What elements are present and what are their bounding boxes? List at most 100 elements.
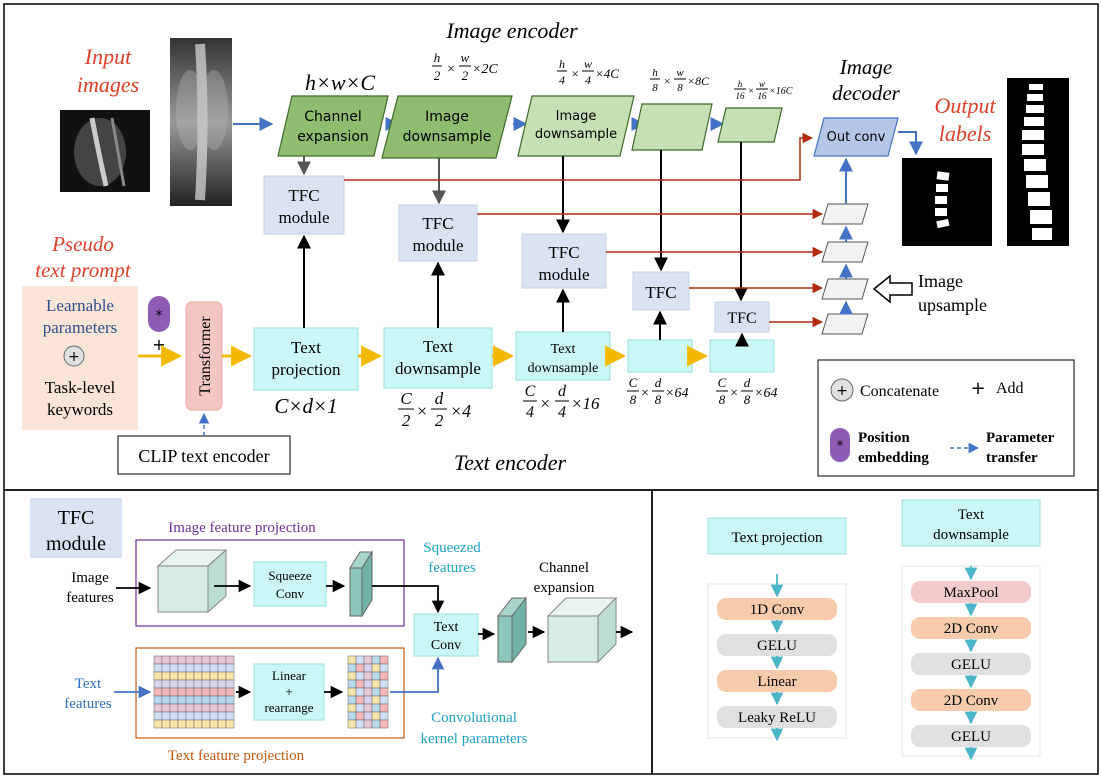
image-feature-cube	[156, 548, 228, 614]
svg-text:+: +	[836, 383, 848, 399]
image-feature-projection-label: Image feature projection	[168, 520, 316, 536]
detail-panel-border	[651, 489, 1099, 775]
text-feature-grid	[153, 655, 235, 729]
svg-text:4: 4	[585, 73, 591, 87]
svg-text:downsample: downsample	[528, 361, 599, 376]
transformer-label: Transformer	[197, 316, 214, 396]
svg-text:2: 2	[402, 411, 411, 430]
image-downsample-1-label-1: Image	[425, 109, 469, 125]
svg-text:TFC: TFC	[58, 507, 95, 529]
svg-text:module: module	[279, 208, 330, 227]
image-encoder-title: Image encoder	[445, 18, 578, 43]
layer-label: MaxPool	[943, 585, 998, 601]
dim-sixteenth: h 16 × w 16 ×16C	[734, 79, 793, 101]
kernel-parameter-grid	[347, 655, 389, 729]
svg-text:d: d	[435, 389, 444, 408]
image-downsample-2-label-2: downsample	[535, 127, 617, 142]
layer-label: GELU	[757, 638, 797, 654]
upsample-blocks	[821, 203, 869, 335]
svg-text:×: ×	[729, 386, 738, 401]
svg-text:Squeezed: Squeezed	[423, 540, 481, 556]
svg-text:d: d	[655, 375, 662, 390]
image-upsample-arrow-icon	[872, 274, 913, 304]
image-downsample-block-2	[517, 95, 635, 157]
svg-text:×64: ×64	[665, 386, 688, 401]
svg-text:h: h	[559, 57, 565, 71]
out-conv-block	[813, 117, 899, 157]
tfc-panel-title-box	[30, 498, 122, 558]
detail-text-projection-header	[707, 517, 847, 555]
svg-text:×8C: ×8C	[687, 74, 710, 88]
legend-position-icon	[830, 428, 850, 462]
text-projection-block	[253, 327, 359, 391]
image-feature-projection-box	[135, 539, 405, 627]
svg-text:16: 16	[736, 91, 746, 101]
svg-text:×: ×	[571, 66, 580, 81]
svg-text:C: C	[400, 389, 412, 408]
svg-text:TFC: TFC	[727, 310, 756, 327]
image-downsample-1-label-2: downsample	[403, 129, 492, 145]
svg-text:8: 8	[655, 392, 662, 407]
svg-text:4: 4	[558, 404, 566, 421]
svg-text:Text: Text	[75, 676, 102, 692]
svg-text:+: +	[152, 335, 165, 354]
input-image-xray	[170, 38, 232, 206]
svg-text:4: 4	[526, 404, 534, 421]
svg-text:Conv: Conv	[431, 638, 461, 653]
svg-text:h: h	[738, 79, 743, 89]
svg-text:module: module	[46, 533, 106, 555]
svg-text:×: ×	[663, 74, 671, 88]
svg-text:×64: ×64	[754, 386, 777, 401]
image-downsample-block-1	[381, 95, 513, 159]
svg-text:Linear: Linear	[272, 668, 307, 683]
concat-icon	[63, 345, 85, 367]
svg-text:2: 2	[462, 68, 469, 83]
text-encoder-title: Text encoder	[454, 450, 567, 475]
svg-text:TFC: TFC	[645, 283, 676, 302]
svg-text:keywords: keywords	[47, 400, 113, 419]
svg-text:h: h	[434, 50, 441, 65]
svg-text:×16: ×16	[571, 394, 600, 413]
svg-text:+: +	[68, 349, 80, 365]
layer-gelu	[911, 725, 1031, 747]
dim-eighth: h 8 × w 8 ×8C	[650, 67, 710, 94]
text-block-16	[709, 339, 775, 373]
svg-text:Text projection: Text projection	[731, 530, 823, 546]
dim-cd1: C×d×1	[274, 394, 337, 418]
svg-text:×16C: ×16C	[769, 86, 793, 97]
svg-text:downsample: downsample	[933, 527, 1009, 543]
svg-text:Text: Text	[434, 620, 459, 635]
layer-label: 2D Conv	[944, 621, 999, 637]
svg-text:+: +	[970, 378, 985, 399]
image-block-8	[631, 103, 713, 151]
layer-label: 2D Conv	[944, 693, 999, 709]
svg-text:8: 8	[719, 392, 726, 407]
input-images-label-1: Input	[84, 44, 132, 69]
text-downsample-block-1	[383, 327, 493, 389]
svg-text:w: w	[676, 67, 684, 79]
svg-text:module: module	[539, 265, 590, 284]
dim-quarter: h 4 × w 4 ×4C	[557, 57, 619, 87]
output-labels-label-2: labels	[939, 121, 992, 146]
dim-text-eighth: C 8 × d 8 ×64	[627, 375, 688, 407]
svg-text:w: w	[759, 79, 765, 89]
output-label-xray	[1007, 78, 1069, 246]
svg-text:16: 16	[758, 91, 768, 101]
svg-text:Text: Text	[551, 342, 576, 357]
output-label-mri	[902, 158, 992, 246]
text-feature-projection-box	[135, 647, 405, 739]
svg-text:×: ×	[640, 386, 649, 401]
svg-text:Image: Image	[71, 570, 109, 586]
svg-text:×: ×	[748, 86, 755, 97]
svg-text:Channel: Channel	[539, 560, 589, 576]
svg-text:w: w	[461, 50, 470, 65]
svg-text:module: module	[413, 236, 464, 255]
tfc-module-3	[521, 233, 607, 289]
svg-text:h: h	[652, 67, 658, 79]
pseudo-prompt-label-2: text prompt	[35, 258, 132, 282]
dim-text-half: C 2 × d 2 ×4	[398, 389, 471, 430]
svg-text:8: 8	[630, 392, 637, 407]
tfc-small-1	[632, 271, 690, 311]
svg-text:8: 8	[744, 392, 751, 407]
